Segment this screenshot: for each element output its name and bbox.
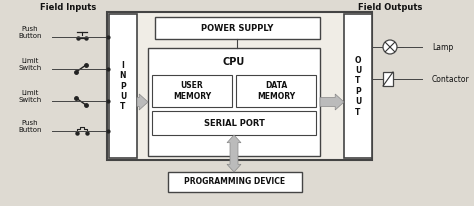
- Text: Push
Button: Push Button: [18, 26, 42, 39]
- Bar: [152, 75, 232, 107]
- Text: I
N
P
U
T: I N P U T: [120, 61, 126, 111]
- Text: USER
MEMORY: USER MEMORY: [173, 81, 211, 101]
- Text: DATA
MEMORY: DATA MEMORY: [257, 81, 295, 101]
- Bar: [107, 12, 372, 160]
- Circle shape: [383, 40, 397, 54]
- Text: POWER SUPPLY: POWER SUPPLY: [201, 23, 273, 33]
- Text: Limit
Switch: Limit Switch: [18, 57, 42, 70]
- Polygon shape: [320, 94, 344, 110]
- Text: Lamp: Lamp: [432, 42, 453, 52]
- Text: Contactor: Contactor: [432, 75, 470, 83]
- Bar: [383, 72, 393, 86]
- Text: Field Outputs: Field Outputs: [358, 2, 422, 12]
- Bar: [168, 172, 302, 192]
- Text: CPU: CPU: [223, 57, 245, 67]
- Polygon shape: [137, 94, 148, 110]
- Text: O
U
T
P
U
T: O U T P U T: [355, 55, 361, 117]
- Bar: [109, 14, 137, 158]
- Polygon shape: [227, 135, 241, 172]
- Bar: [236, 75, 316, 107]
- Bar: [152, 111, 316, 135]
- Text: Field Inputs: Field Inputs: [40, 2, 96, 12]
- Bar: [148, 48, 320, 156]
- Text: PROGRAMMING DEVICE: PROGRAMMING DEVICE: [184, 178, 285, 186]
- Text: Push
Button: Push Button: [18, 119, 42, 132]
- Text: SERIAL PORT: SERIAL PORT: [203, 118, 264, 128]
- Bar: [155, 17, 320, 39]
- Text: Limit
Switch: Limit Switch: [18, 89, 42, 103]
- Bar: [344, 14, 372, 158]
